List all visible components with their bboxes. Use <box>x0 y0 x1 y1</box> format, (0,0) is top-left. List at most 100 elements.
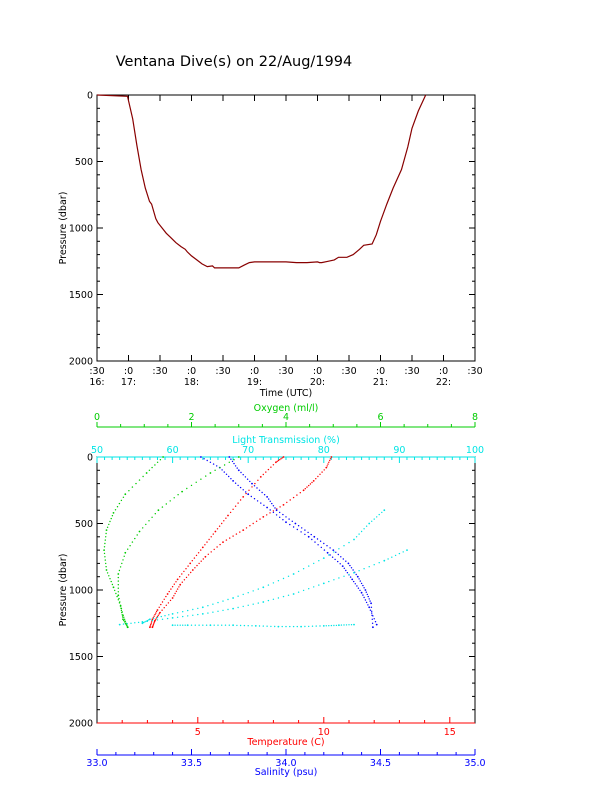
temperature-point <box>166 593 169 595</box>
temperature-point <box>329 458 332 460</box>
light-point <box>247 604 249 606</box>
salinity-point <box>279 511 281 514</box>
temperature-point <box>160 603 162 606</box>
oxygen-point <box>110 580 112 583</box>
temperature-tick-label: 15 <box>444 727 456 738</box>
light-point <box>297 591 300 593</box>
temperature-point <box>175 590 178 592</box>
salinity-point <box>370 606 373 608</box>
time-plot-y-label: Pressure (dbar) <box>58 192 69 265</box>
oxygen-point <box>123 618 126 620</box>
oxygen-point <box>173 497 175 499</box>
salinity-point <box>304 529 306 531</box>
temperature-point <box>191 569 194 571</box>
salinity-tick-label: 33.5 <box>181 758 202 769</box>
temperature-point <box>259 476 262 478</box>
temperature-point <box>276 508 278 510</box>
oxygen-point <box>138 479 141 481</box>
light-point <box>277 625 280 628</box>
light-point <box>141 622 144 625</box>
oxygen-point <box>105 562 107 565</box>
temperature-point <box>323 469 325 471</box>
temperature-point <box>154 613 156 616</box>
salinity-point <box>360 582 363 585</box>
temperature-point <box>185 568 187 570</box>
oxygen-point <box>151 516 153 518</box>
temperature-point <box>159 611 161 614</box>
light-point <box>353 538 355 541</box>
temperature-point <box>149 625 151 627</box>
oxygen-point <box>135 482 137 485</box>
salinity-point <box>364 589 367 591</box>
temperature-point <box>165 595 167 598</box>
oxygen-point <box>161 506 164 508</box>
salinity-point <box>209 461 212 463</box>
light-point <box>148 619 150 621</box>
light-point <box>243 624 246 627</box>
light-point <box>277 580 280 582</box>
salinity-point <box>375 623 378 626</box>
salinity-point <box>304 533 306 536</box>
temperature-point <box>252 522 254 525</box>
temperature-point <box>151 618 154 621</box>
temperature-point <box>202 558 204 560</box>
oxygen-point <box>119 601 121 603</box>
oxygen-point <box>159 459 162 461</box>
salinity-point <box>357 587 360 589</box>
light-point <box>168 614 170 616</box>
x-tick-label: :0 <box>187 366 196 377</box>
temperature-point <box>255 520 258 522</box>
time-plot-y-ticks: 0 500 1000 1500 2000 <box>69 91 475 368</box>
light-point <box>232 624 235 627</box>
temperature-point <box>206 541 208 543</box>
salinity-point <box>345 569 347 572</box>
oxygen-point <box>148 469 151 471</box>
light-point <box>348 541 350 544</box>
light-point <box>254 625 257 627</box>
temperature-point <box>153 615 155 617</box>
salinity-point <box>234 465 237 467</box>
salinity-point <box>230 458 232 460</box>
salinity-point <box>307 531 309 534</box>
salinity-point <box>263 504 265 506</box>
salinity-point <box>371 618 373 620</box>
light-point <box>224 624 227 626</box>
light-point <box>308 625 310 628</box>
y-tick-label: 0 <box>87 453 93 464</box>
temperature-tick-label: 10 <box>318 727 330 738</box>
temperature-point <box>152 624 154 626</box>
oxygen-point <box>103 549 105 551</box>
oxygen-point <box>145 472 148 474</box>
salinity-axis-label: Salinity (psu) <box>255 767 318 778</box>
temperature-point <box>302 489 305 492</box>
temperature-point <box>242 496 245 498</box>
light-point <box>252 603 254 605</box>
light-point <box>318 560 320 562</box>
light-point <box>322 557 325 559</box>
oxygen-point <box>105 532 107 535</box>
salinity-point <box>363 587 365 589</box>
salinity-point <box>311 538 313 541</box>
oxygen-point <box>104 539 107 541</box>
light-point <box>285 625 287 628</box>
x-hour-label: 17: <box>121 377 136 388</box>
light-point <box>330 624 333 627</box>
temperature-point <box>200 549 202 551</box>
temperature-point <box>198 562 200 565</box>
salinity-point <box>285 521 287 524</box>
light-point <box>363 528 365 530</box>
light-point <box>292 625 295 628</box>
light-point <box>212 603 214 605</box>
x-tick-label: :30 <box>89 366 104 377</box>
light-point <box>227 598 229 601</box>
light-point <box>402 551 404 553</box>
profile-y-label: Pressure (dbar) <box>58 554 69 627</box>
oxygen-point <box>126 624 128 626</box>
temperature-point <box>155 618 157 620</box>
temperature-point <box>156 609 159 611</box>
light-point <box>137 621 140 624</box>
salinity-point <box>242 474 244 476</box>
oxygen-point <box>108 575 110 577</box>
oxygen-point <box>103 546 106 548</box>
